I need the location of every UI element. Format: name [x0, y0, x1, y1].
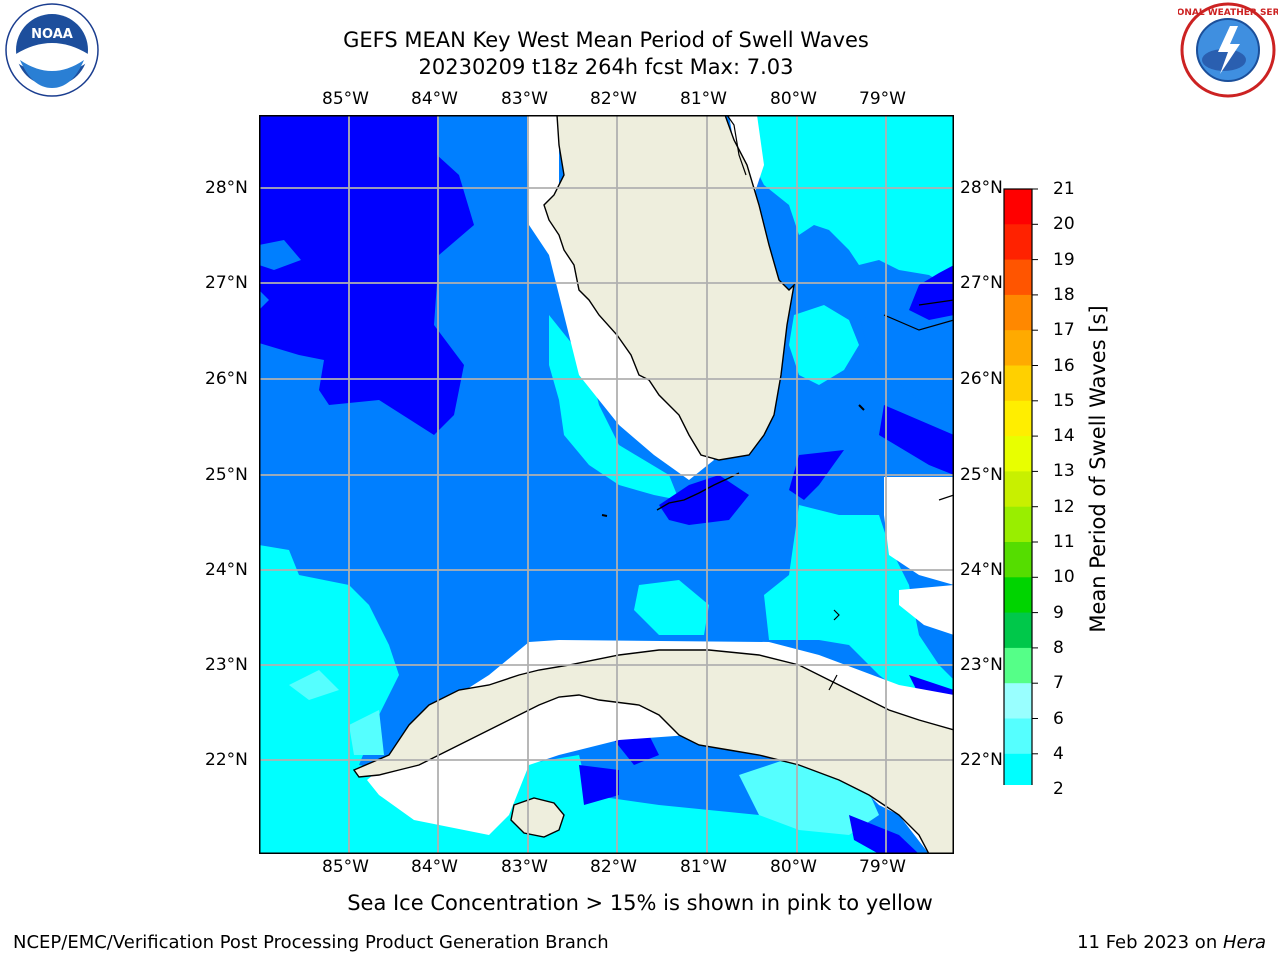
- colorbar-tick-label: 4: [1053, 743, 1064, 764]
- nws-logo-text: NATIONAL WEATHER SERVICE: [1178, 8, 1278, 18]
- colorbar-tick-label: 11: [1053, 532, 1075, 552]
- lat-label-left: 23°N: [205, 655, 248, 675]
- lat-label-left: 25°N: [205, 465, 248, 485]
- map-frame: [259, 115, 954, 854]
- lat-label-left: 26°N: [205, 369, 248, 389]
- colorbar-tick-label: 12: [1053, 496, 1075, 517]
- lon-label-bottom: 83°W: [501, 857, 548, 877]
- lon-label-top: 83°W: [501, 89, 548, 109]
- map-gridlines: [259, 115, 954, 854]
- colorbar: [1003, 188, 1038, 785]
- sea-ice-note: Sea Ice Concentration > 15% is shown in …: [347, 891, 933, 915]
- colorbar-tick-label: 18: [1053, 284, 1075, 305]
- swell-period-map: [259, 115, 954, 854]
- lon-label-bottom: 82°W: [590, 857, 637, 877]
- colorbar-swatch: [1004, 294, 1032, 331]
- colorbar-tick-label: 8: [1053, 637, 1064, 658]
- map-title: GEFS MEAN Key West Mean Period of Swell …: [343, 28, 869, 52]
- lon-label-bottom: 80°W: [770, 857, 817, 877]
- colorbar-tick-label: 6: [1053, 708, 1064, 729]
- colorbar-tick-label: 7: [1053, 673, 1064, 694]
- colorbar-tick-label: 10: [1053, 567, 1075, 588]
- lon-label-bottom: 85°W: [322, 857, 369, 877]
- lon-label-bottom: 79°W: [859, 857, 906, 877]
- lat-label-left: 22°N: [205, 750, 248, 770]
- colorbar-swatch: [1004, 259, 1032, 296]
- lat-label-right: 22°N: [960, 750, 1003, 770]
- missing-data-bahamas: [884, 477, 954, 585]
- colorbar-tick-label: 14: [1053, 426, 1075, 447]
- map-subtitle: 20230209 t18z 264h fcst Max: 7.03: [418, 55, 794, 79]
- land-cuba: [352, 649, 954, 854]
- colorbar-swatch: [1004, 753, 1032, 785]
- footer-date: 11 Feb 2023 on Hera: [1077, 932, 1266, 953]
- footer-host: Hera: [1222, 932, 1266, 953]
- colorbar-swatch: [1004, 577, 1032, 614]
- lat-label-left: 24°N: [205, 560, 248, 580]
- lat-label-right: 26°N: [960, 369, 1003, 389]
- lon-label-bottom: 84°W: [411, 857, 458, 877]
- lat-label-left: 27°N: [205, 273, 248, 293]
- footer-credit: NCEP/EMC/Verification Post Processing Pr…: [13, 932, 609, 953]
- noaa-logo: NOAA: [5, 3, 99, 97]
- colorbar-swatch: [1004, 471, 1032, 508]
- colorbar-tick-label: 17: [1053, 320, 1075, 341]
- lat-label-right: 24°N: [960, 560, 1003, 580]
- colorbar-swatch: [1004, 683, 1032, 720]
- noaa-logo-text: NOAA: [31, 27, 73, 42]
- colorbar-swatch: [1004, 189, 1032, 225]
- colorbar-swatch: [1004, 400, 1032, 437]
- land-florida-keys: [656, 472, 740, 511]
- ocean-contour-4-6-northeast: [749, 115, 954, 290]
- land-isle-of-youth: [510, 797, 565, 838]
- lon-label-top: 80°W: [770, 89, 817, 109]
- colorbar-swatch: [1004, 330, 1032, 367]
- land-florida: [543, 115, 796, 461]
- footer-date-text: 11 Feb 2023 on: [1077, 932, 1223, 953]
- colorbar-swatch: [1004, 436, 1032, 472]
- lon-label-top: 81°W: [680, 89, 727, 109]
- colorbar-tick-label: 16: [1053, 355, 1075, 376]
- colorbar-tick-label: 9: [1053, 602, 1064, 623]
- lat-label-right: 25°N: [960, 465, 1003, 485]
- lat-label-right: 28°N: [960, 178, 1003, 198]
- lat-label-right: 23°N: [960, 655, 1003, 675]
- colorbar-title: Mean Period of Swell Waves [s]: [1086, 305, 1110, 633]
- colorbar-tick-label: 2: [1053, 779, 1064, 800]
- colorbar-swatch: [1004, 542, 1032, 578]
- lat-label-left: 28°N: [205, 178, 248, 198]
- colorbar-tick-label: 13: [1053, 461, 1075, 482]
- colorbar-tick-label: 15: [1053, 390, 1075, 411]
- lon-label-bottom: 81°W: [680, 857, 727, 877]
- nws-logo: NATIONAL WEATHER SERVICE: [1178, 2, 1278, 98]
- lat-label-right: 27°N: [960, 273, 1003, 293]
- colorbar-swatch: [1004, 647, 1032, 684]
- colorbar-swatch: [1004, 365, 1032, 402]
- colorbar-swatch: [1004, 612, 1032, 649]
- lon-label-top: 84°W: [411, 89, 458, 109]
- lon-label-top: 85°W: [322, 89, 369, 109]
- colorbar-tick-label: 21: [1053, 179, 1075, 199]
- colorbar-swatch: [1004, 224, 1032, 261]
- colorbar-swatch: [1004, 718, 1032, 755]
- colorbar-swatch: [1004, 506, 1032, 543]
- colorbar-tick-label: 19: [1053, 249, 1075, 270]
- ocean-contour-4-6-straits: [764, 505, 954, 715]
- lon-label-top: 79°W: [859, 89, 906, 109]
- lon-label-top: 82°W: [590, 89, 637, 109]
- colorbar-tick-label: 20: [1053, 214, 1075, 235]
- ocean-contour-below-2-west: [259, 115, 474, 435]
